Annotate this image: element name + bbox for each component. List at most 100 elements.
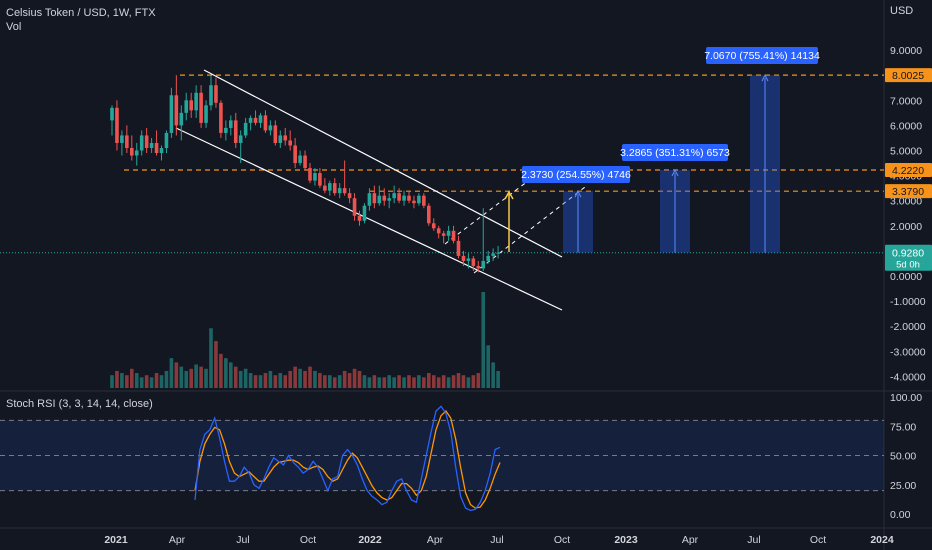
candle-body xyxy=(402,195,406,201)
callout-1-bg xyxy=(522,166,630,183)
candle-body xyxy=(352,198,357,216)
level-2-label: 4.2220 xyxy=(892,165,924,177)
stoch-rsi-pane: 100.00 75.00 50.00 25.00 0.00 xyxy=(0,392,922,521)
volume-bar xyxy=(199,366,203,388)
candle-body xyxy=(422,195,426,206)
candle-body xyxy=(253,117,258,123)
rsi-tick-label: 100.00 xyxy=(890,392,922,404)
candle-body xyxy=(214,85,218,103)
volume-bar xyxy=(233,366,238,388)
volume-bar xyxy=(436,377,441,388)
candle-body xyxy=(357,215,362,221)
rsi-d-line xyxy=(194,410,501,509)
level-2-label-bg xyxy=(885,163,932,178)
candle-body xyxy=(397,193,401,201)
volume-bar xyxy=(243,368,248,388)
candle-body xyxy=(130,147,134,156)
volume-bar xyxy=(441,375,446,388)
volume-bar xyxy=(139,377,144,388)
x-tick-label: 2022 xyxy=(358,534,382,546)
drawings xyxy=(0,69,884,311)
callout-1: 2.3730 (254.55%) 4746 xyxy=(521,169,631,181)
candle-body xyxy=(288,140,292,146)
volume-bar xyxy=(164,370,169,388)
candle-body xyxy=(154,142,159,154)
volume-bar xyxy=(332,377,337,388)
volume-bar xyxy=(313,370,317,388)
candle-body xyxy=(268,125,273,131)
candle-body xyxy=(224,127,228,133)
candle-body xyxy=(174,95,179,126)
level-1-label: 3.3790 xyxy=(892,186,924,198)
candle-body xyxy=(481,260,486,269)
candle-body xyxy=(332,183,337,194)
x-tick-label: 2023 xyxy=(614,534,638,546)
candle-body xyxy=(451,230,456,241)
x-tick-label: Oct xyxy=(554,534,570,546)
volume-bar xyxy=(486,345,490,388)
rsi-tick-label: 25.00 xyxy=(890,480,916,492)
candle-body xyxy=(263,115,268,131)
volume-bar xyxy=(431,375,436,388)
candle-body xyxy=(139,135,144,151)
callout-3-bg xyxy=(706,47,818,64)
volume-bar xyxy=(303,370,307,388)
volume-bar xyxy=(491,362,495,388)
volume-bar xyxy=(367,377,372,388)
y-tick-label: -2.0000 xyxy=(890,321,926,333)
axes: USD9.00008.00007.00006.00005.00004.00003… xyxy=(104,5,925,546)
x-tick-label: Jul xyxy=(490,534,503,546)
y-tick-label: -3.0000 xyxy=(890,346,926,358)
last-price-bg xyxy=(885,244,932,271)
volume-bar xyxy=(392,377,396,388)
candle-body xyxy=(417,195,421,204)
candle-body xyxy=(164,132,169,148)
candle-body xyxy=(461,255,466,261)
volume-bar xyxy=(224,358,228,388)
volume-bars xyxy=(110,292,500,388)
symbol-title[interactable]: Celsius Token / USD, 1W, FTX xyxy=(6,7,156,19)
volume-bar xyxy=(189,368,193,388)
level-1-label-bg xyxy=(885,184,932,199)
volume-bar xyxy=(120,373,124,388)
x-tick-label: Apr xyxy=(427,534,444,546)
volume-bar xyxy=(471,375,476,388)
volume-bar xyxy=(169,358,174,388)
x-tick-label: Apr xyxy=(682,534,699,546)
volume-bar xyxy=(219,353,223,388)
volume-bar xyxy=(130,368,134,388)
rsi-legend[interactable]: Stoch RSI (3, 3, 14, 14, close) xyxy=(6,398,153,410)
candle-body xyxy=(278,135,283,143)
volume-bar xyxy=(412,377,416,388)
candle-body xyxy=(194,92,198,111)
candle-body xyxy=(456,240,461,256)
volume-bar xyxy=(461,375,466,388)
candle-body xyxy=(392,193,396,199)
candle-body xyxy=(184,100,189,113)
volume-bar xyxy=(357,370,362,388)
volume-bar xyxy=(194,364,198,388)
candle-body xyxy=(313,173,317,181)
candle-body xyxy=(323,185,327,191)
volume-bar xyxy=(179,366,184,388)
rsi-tick-label: 75.00 xyxy=(890,421,916,433)
volume-bar xyxy=(184,370,189,388)
volume-bar xyxy=(323,375,327,388)
volume-bar xyxy=(446,377,451,388)
y-tick-label: 7.0000 xyxy=(890,95,922,107)
volume-bar xyxy=(258,375,263,388)
candle-body xyxy=(209,85,213,106)
volume-bar xyxy=(278,373,283,388)
volume-bar xyxy=(476,373,481,388)
volume-bar xyxy=(456,373,461,388)
volume-bar xyxy=(328,375,332,388)
volume-bar xyxy=(268,370,273,388)
candle-body xyxy=(283,135,288,141)
candle-body xyxy=(204,105,208,123)
candle-body xyxy=(427,205,431,224)
volume-bar xyxy=(149,377,154,388)
channel-lower xyxy=(175,127,563,311)
candle-body xyxy=(233,120,238,143)
